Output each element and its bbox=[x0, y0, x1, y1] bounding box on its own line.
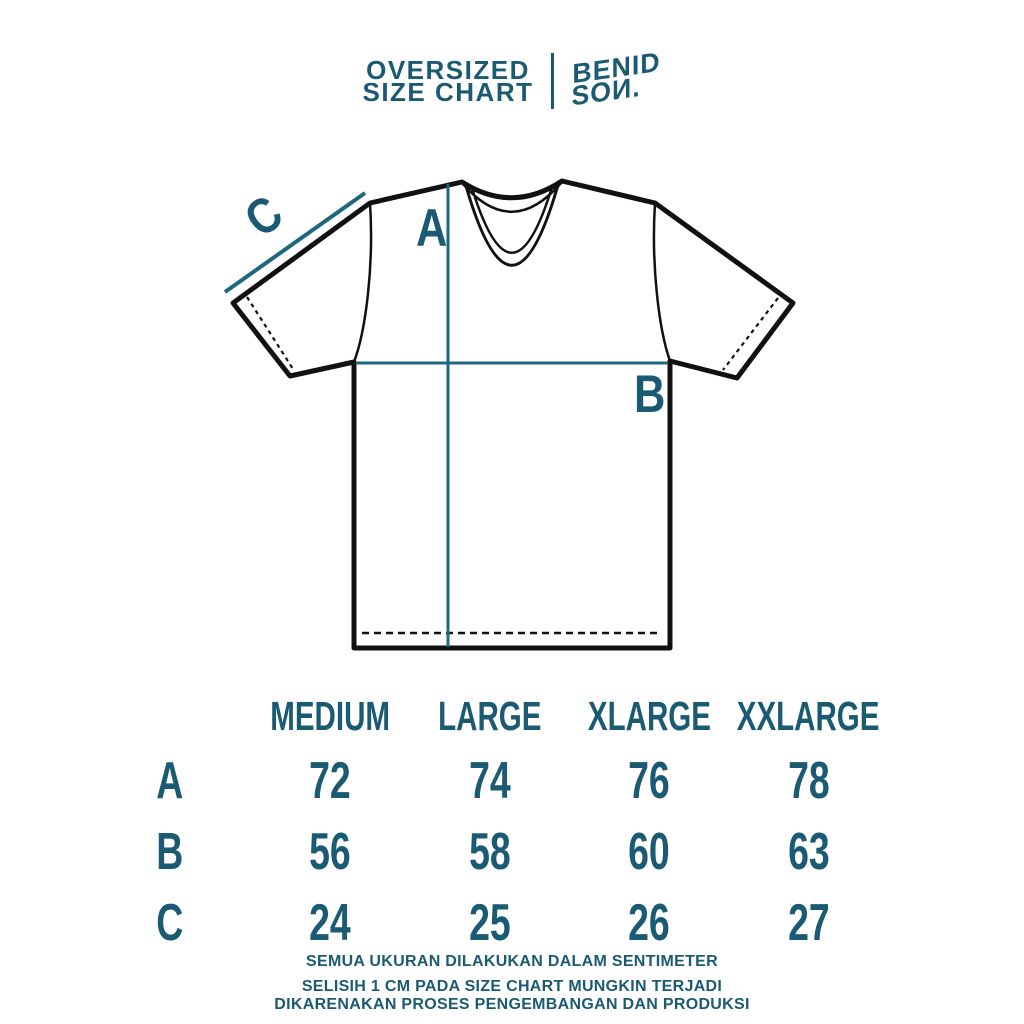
value-a-xlarge: 76 bbox=[628, 751, 670, 810]
column-header-medium: MEDIUM bbox=[270, 693, 390, 739]
footer-note-units: SEMUA UKURAN DILAKUKAN DALAM SENTIMETER bbox=[306, 953, 718, 970]
value-b-xlarge: 60 bbox=[628, 822, 670, 881]
row-label-a: A bbox=[156, 751, 184, 810]
header-divider bbox=[551, 53, 555, 109]
footer-note-tolerance: SELISIH 1 CM PADA SIZE CHART MUNGKIN TER… bbox=[0, 978, 1024, 1013]
size-table-corner bbox=[90, 688, 250, 745]
value-c-medium: 24 bbox=[309, 893, 351, 952]
header: OVERSIZED SIZE CHART BENID SOИ. bbox=[0, 46, 1024, 116]
size-table: MEDIUM LARGE XLARGE XXLARGE A 72 74 76 7… bbox=[90, 688, 888, 958]
column-header-large: LARGE bbox=[437, 693, 542, 739]
footer-note-tolerance-line1: SELISIH 1 CM PADA SIZE CHART MUNGKIN TER… bbox=[301, 978, 723, 995]
row-label-b: B bbox=[156, 822, 184, 881]
measure-line-c bbox=[223, 191, 367, 294]
armhole-seam-right bbox=[652, 202, 672, 362]
tshirt-outline bbox=[230, 178, 796, 651]
sleeve-stitch-left bbox=[246, 296, 294, 370]
footer-note-tolerance-line2: DIKARENAKAN PROSES PENGEMBANGAN DAN PROD… bbox=[274, 995, 750, 1013]
measure-label-a: A bbox=[416, 199, 447, 258]
measure-label-b: B bbox=[634, 365, 665, 424]
value-a-medium: 72 bbox=[309, 751, 351, 810]
value-a-xxlarge: 78 bbox=[787, 751, 830, 810]
value-a-large: 74 bbox=[468, 751, 511, 810]
sleeve-stitch-right bbox=[722, 297, 779, 371]
page-title-line2: SIZE CHART bbox=[362, 77, 534, 107]
value-c-xxlarge: 27 bbox=[787, 893, 830, 952]
collar-inner-curve bbox=[470, 186, 554, 254]
measure-label-c: C bbox=[234, 184, 293, 247]
page-title: OVERSIZED SIZE CHART bbox=[362, 55, 534, 107]
value-b-large: 58 bbox=[468, 822, 511, 881]
column-header-xlarge: XLARGE bbox=[587, 693, 711, 739]
page-title-line1: OVERSIZED bbox=[366, 55, 530, 85]
armhole-seam-left bbox=[352, 202, 373, 363]
value-b-medium: 56 bbox=[309, 822, 351, 881]
collar-outer-curve bbox=[464, 184, 560, 267]
value-c-xlarge: 26 bbox=[628, 893, 670, 952]
row-label-c: C bbox=[156, 893, 184, 952]
column-header-xxlarge: XXLARGE bbox=[737, 693, 880, 739]
value-c-large: 25 bbox=[468, 893, 511, 952]
value-b-xxlarge: 63 bbox=[787, 822, 830, 881]
